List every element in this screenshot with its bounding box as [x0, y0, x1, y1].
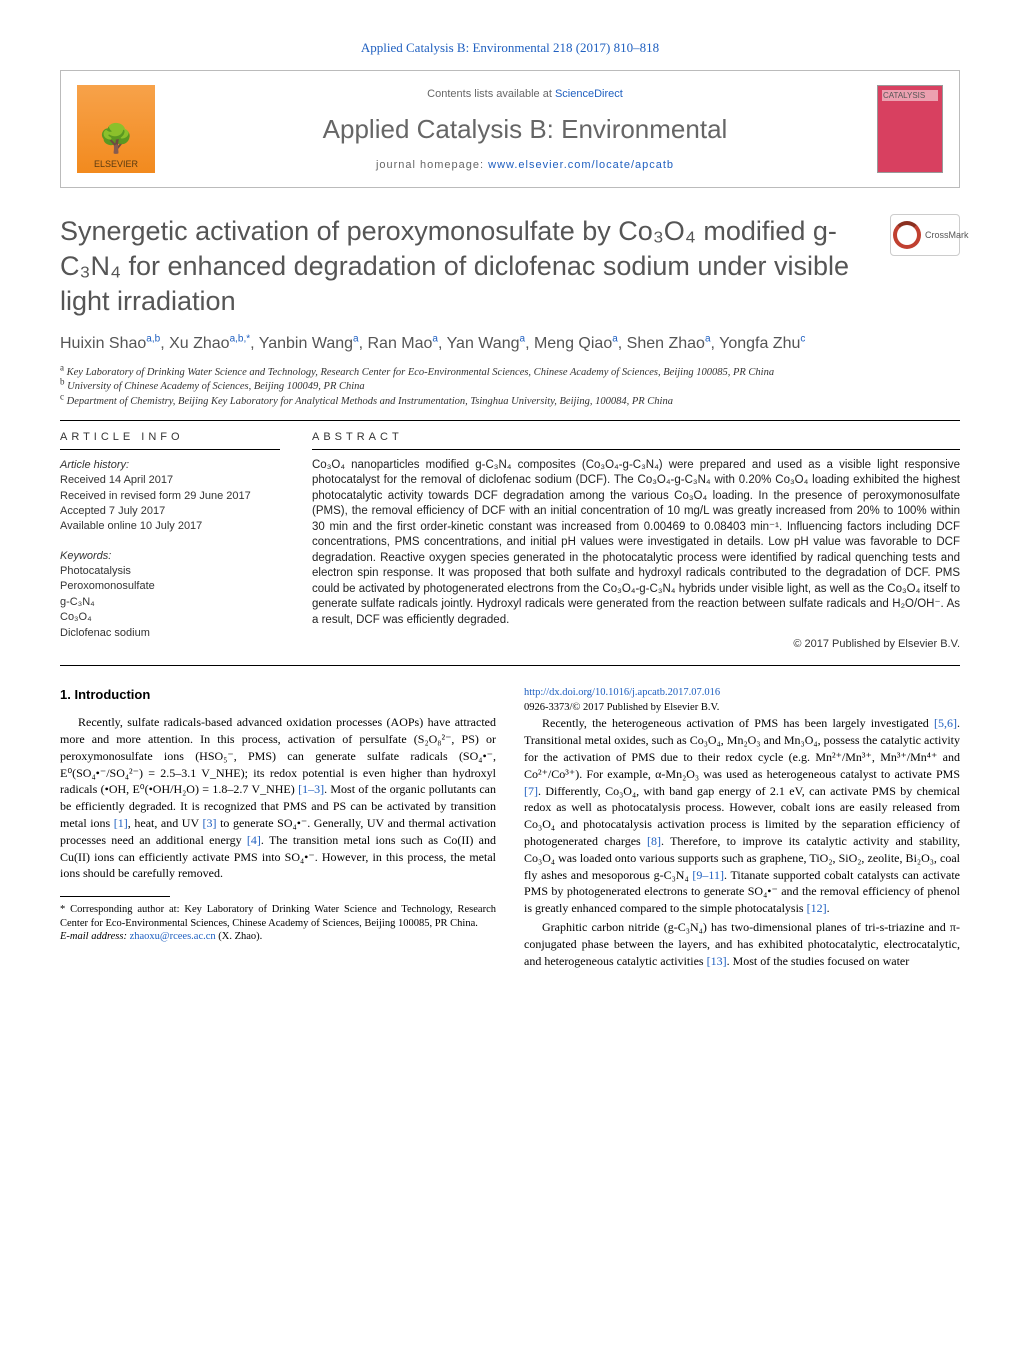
journal-name: Applied Catalysis B: Environmental	[173, 114, 877, 145]
article-history: Article history: Received 14 April 2017 …	[60, 458, 280, 535]
email-link[interactable]: zhaoxu@rcees.ac.cn	[130, 931, 216, 942]
keyword: g-C₃N₄	[60, 595, 280, 610]
sciencedirect-link[interactable]: ScienceDirect	[555, 88, 623, 100]
crossmark-label: CrossMark	[925, 230, 969, 240]
citation-link[interactable]: [4]	[247, 833, 261, 847]
citation-link[interactable]: [3]	[203, 816, 217, 830]
doi-link[interactable]: http://dx.doi.org/10.1016/j.apcatb.2017.…	[524, 686, 960, 701]
citation-link[interactable]: [12]	[807, 901, 827, 915]
doi-block: http://dx.doi.org/10.1016/j.apcatb.2017.…	[524, 686, 960, 715]
abstract-column: abstract Co₃O₄ nanoparticles modified g-…	[312, 431, 960, 655]
history-accepted: Accepted 7 July 2017	[60, 504, 280, 519]
citation-link[interactable]: [8]	[647, 834, 661, 848]
body-two-column: 1. Introduction Recently, sulfate radica…	[60, 686, 960, 969]
keywords-block: Keywords: Photocatalysis Peroxomonosulfa…	[60, 549, 280, 641]
article-info-heading: article info	[60, 431, 280, 450]
abstract-text: Co₃O₄ nanoparticles modified g-C₃N₄ comp…	[312, 458, 960, 629]
keywords-label: Keywords:	[60, 549, 280, 564]
authors-list: Huixin Shaoa,b, Xu Zhaoa,b,*, Yanbin Wan…	[60, 333, 960, 355]
history-label: Article history:	[60, 458, 280, 473]
affiliations: a Key Laboratory of Drinking Water Scien…	[60, 366, 960, 410]
keyword: Photocatalysis	[60, 564, 280, 579]
abstract-copyright: © 2017 Published by Elsevier B.V.	[312, 638, 960, 650]
article-title: Synergetic activation of peroxymonosulfa…	[60, 214, 878, 319]
citation-link[interactable]: [9–11]	[692, 868, 724, 882]
crossmark-badge[interactable]: CrossMark	[890, 214, 960, 256]
rule-above-info	[60, 420, 960, 421]
journal-header: 🌳 ELSEVIER Contents lists available at S…	[60, 70, 960, 188]
crossmark-icon	[893, 221, 921, 249]
citation-link[interactable]: [13]	[707, 954, 727, 968]
elsevier-label: ELSEVIER	[94, 159, 138, 169]
contents-prefix: Contents lists available at	[427, 88, 555, 100]
affiliation-a: a Key Laboratory of Drinking Water Scien…	[60, 366, 960, 381]
journal-cover-thumbnail[interactable]: CATALYSIS	[877, 85, 943, 173]
email-line: E-mail address: zhaoxu@rcees.ac.cn (X. Z…	[60, 930, 496, 944]
footnotes: * Corresponding author at: Key Laborator…	[60, 903, 496, 944]
elsevier-logo[interactable]: 🌳 ELSEVIER	[77, 85, 155, 173]
cover-title: CATALYSIS	[882, 90, 938, 101]
intro-paragraph-2: Recently, the heterogeneous activation o…	[524, 715, 960, 917]
homepage-link[interactable]: www.elsevier.com/locate/apcatb	[488, 159, 674, 171]
keyword: Co₃O₄	[60, 610, 280, 625]
intro-paragraph-3: Graphitic carbon nitride (g-C₃N₄) has tw…	[524, 919, 960, 969]
history-received: Received 14 April 2017	[60, 473, 280, 488]
issn-copyright: 0926-3373/© 2017 Published by Elsevier B…	[524, 701, 960, 716]
top-citation[interactable]: Applied Catalysis B: Environmental 218 (…	[60, 40, 960, 56]
citation-link[interactable]: [7]	[524, 784, 538, 798]
history-revised: Received in revised form 29 June 2017	[60, 489, 280, 504]
corresponding-author-note: * Corresponding author at: Key Laborator…	[60, 903, 496, 930]
journal-homepage: journal homepage: www.elsevier.com/locat…	[173, 159, 877, 171]
citation-link[interactable]: [1]	[114, 816, 128, 830]
article-info-column: article info Article history: Received 1…	[60, 431, 280, 655]
history-online: Available online 10 July 2017	[60, 519, 280, 534]
header-center: Contents lists available at ScienceDirec…	[173, 88, 877, 171]
keyword: Diclofenac sodium	[60, 626, 280, 641]
rule-below-abstract	[60, 665, 960, 666]
abstract-heading: abstract	[312, 431, 960, 450]
keyword: Peroxomonosulfate	[60, 579, 280, 594]
citation-link[interactable]: [1–3]	[298, 782, 324, 796]
affiliation-b: b University of Chinese Academy of Scien…	[60, 380, 960, 395]
contents-line: Contents lists available at ScienceDirec…	[173, 88, 877, 100]
homepage-prefix: journal homepage:	[376, 159, 488, 171]
elsevier-tree-icon: 🌳	[99, 122, 134, 155]
affiliation-c: c Department of Chemistry, Beijing Key L…	[60, 395, 960, 410]
section-1-heading: 1. Introduction	[60, 686, 496, 704]
footnote-separator	[60, 896, 170, 897]
intro-paragraph-1: Recently, sulfate radicals-based advance…	[60, 714, 496, 882]
citation-link[interactable]: [5,6]	[934, 716, 957, 730]
